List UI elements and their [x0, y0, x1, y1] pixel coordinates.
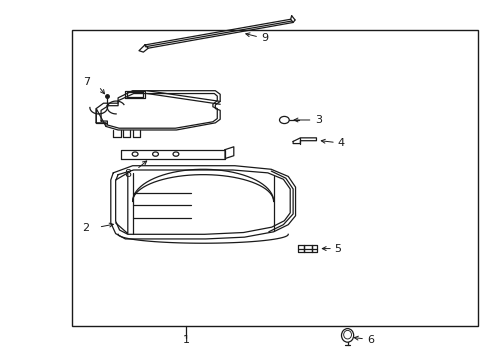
- Ellipse shape: [341, 329, 353, 342]
- Text: 8: 8: [124, 168, 131, 179]
- Text: 2: 2: [81, 223, 89, 233]
- Text: 6: 6: [366, 335, 373, 345]
- Text: 1: 1: [183, 335, 189, 345]
- Bar: [72, 30, 477, 327]
- Text: 4: 4: [337, 138, 344, 148]
- Text: 9: 9: [261, 33, 268, 43]
- Text: 7: 7: [83, 77, 90, 87]
- Text: 3: 3: [314, 115, 321, 125]
- Text: 5: 5: [334, 244, 341, 254]
- Ellipse shape: [343, 330, 351, 339]
